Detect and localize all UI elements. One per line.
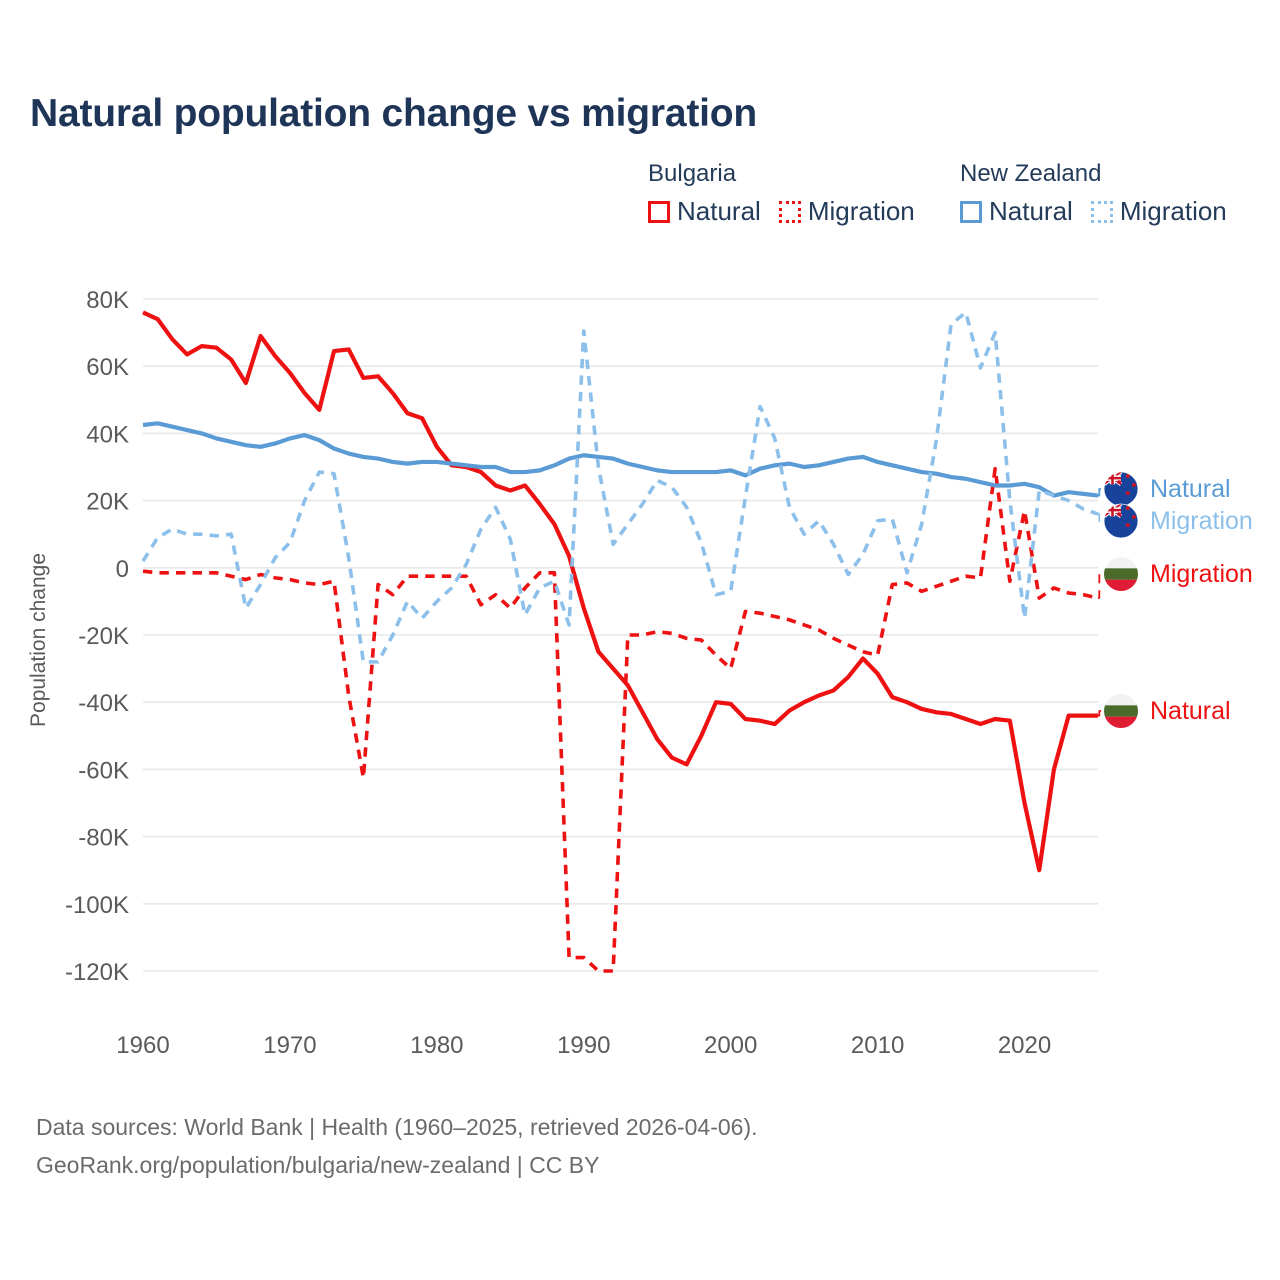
legend-country-label: New Zealand bbox=[960, 160, 1102, 187]
legend-item-label: Natural bbox=[989, 196, 1073, 226]
legend-item-bulgaria-migration[interactable]: Migration bbox=[778, 196, 915, 227]
y-tick-label: 80K bbox=[86, 287, 129, 314]
y-axis-ticks: 80K 60K 40K 20K 0 -20K -40K -60K -80K -100K -120K bbox=[65, 287, 129, 986]
y-tick-label: -80K bbox=[78, 825, 129, 852]
chart-legend: Bulgaria Natural Migration New Zealand N… bbox=[640, 160, 1260, 240]
legend-item-label: Natural bbox=[677, 196, 761, 226]
leader-line bbox=[1098, 710, 1101, 717]
x-tick-label: 1980 bbox=[410, 1032, 463, 1059]
y-tick-label: 20K bbox=[86, 489, 129, 516]
series-line-new-zealand-natural bbox=[142, 421, 1099, 498]
x-tick-label: 2020 bbox=[998, 1032, 1051, 1059]
x-tick-label: 2000 bbox=[704, 1032, 757, 1059]
y-tick-label: -100K bbox=[65, 892, 129, 919]
nz-flag-icon bbox=[1103, 503, 1139, 539]
x-tick-label: 1970 bbox=[263, 1032, 316, 1059]
end-label-migration-new-zealand: Migration bbox=[1150, 507, 1253, 535]
page-title: Natural population change vs migration bbox=[30, 92, 757, 135]
legend-item-label: Migration bbox=[807, 196, 915, 226]
chart-footer: Data sources: World Bank | Health (1960–… bbox=[36, 1108, 1136, 1184]
legend-item-label: Migration bbox=[1119, 196, 1227, 226]
footer-data-sources: Data sources: World Bank | Health (1960–… bbox=[36, 1114, 758, 1140]
legend-item-new-zealand-migration[interactable]: Migration bbox=[1090, 196, 1227, 227]
x-axis-ticks: 1960 1970 1980 1990 2000 2010 2020 bbox=[116, 1032, 1051, 1059]
end-label-leaders bbox=[1098, 488, 1101, 717]
x-tick-label: 2010 bbox=[851, 1032, 904, 1059]
legend-item-bulgaria-natural[interactable]: Natural bbox=[648, 196, 761, 227]
legend-swatch-solid-icon bbox=[960, 200, 982, 223]
legend-country-label: Bulgaria bbox=[648, 160, 737, 187]
y-tick-label: -120K bbox=[65, 959, 129, 986]
bg-flag-icon bbox=[1104, 694, 1138, 728]
legend-swatch-solid-icon bbox=[648, 200, 670, 223]
end-label-migration-bulgaria: Migration bbox=[1150, 560, 1253, 588]
legend-swatch-dotted-icon bbox=[778, 200, 801, 223]
nz-flag-icon bbox=[1103, 471, 1139, 507]
series-line-bulgaria-natural bbox=[142, 310, 1098, 873]
legend-group-new-zealand: New Zealand Natural Migration bbox=[960, 160, 1227, 227]
x-tick-label: 1990 bbox=[557, 1032, 610, 1059]
y-axis-title: Population change bbox=[27, 553, 50, 727]
legend-swatch-dotted-icon bbox=[1090, 200, 1113, 223]
series-line-bulgaria-migration bbox=[142, 466, 1099, 973]
end-label-natural-bulgaria: Natural bbox=[1150, 697, 1231, 725]
bg-flag-icon bbox=[1104, 557, 1138, 591]
end-label-natural-new-zealand: Natural bbox=[1150, 475, 1231, 503]
legend-group-bulgaria: Bulgaria Natural Migration bbox=[648, 160, 915, 227]
series-line-new-zealand-migration bbox=[141, 310, 1099, 664]
legend-item-new-zealand-natural[interactable]: Natural bbox=[960, 196, 1073, 227]
leader-line bbox=[1098, 488, 1101, 497]
gridlines bbox=[143, 298, 1098, 972]
line-chart-svg: 80K60K40K20K0-20K-40K-60K-80K-100K-120K … bbox=[27, 287, 1253, 1059]
x-tick-label: 1960 bbox=[116, 1032, 169, 1059]
footer-attribution: GeoRank.org/population/bulgaria/new-zeal… bbox=[36, 1152, 600, 1178]
y-tick-label: -60K bbox=[78, 757, 129, 784]
y-tick-label: -20K bbox=[78, 623, 129, 650]
leader-line bbox=[1098, 573, 1101, 599]
y-tick-label: -40K bbox=[78, 690, 129, 717]
end-labels: Natural Migration Migration Natural bbox=[1103, 471, 1253, 728]
y-tick-label: 60K bbox=[86, 354, 129, 381]
y-tick-label: 0 bbox=[116, 556, 129, 583]
y-tick-label: 40K bbox=[86, 421, 129, 448]
series-paths bbox=[141, 310, 1099, 973]
leader-line bbox=[1098, 513, 1101, 522]
